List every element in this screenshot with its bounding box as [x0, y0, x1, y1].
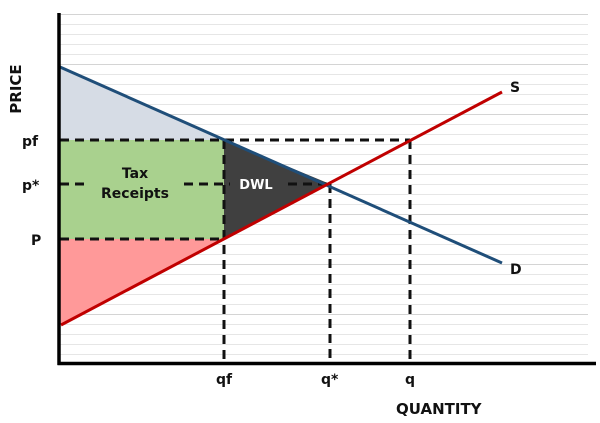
deadweight-loss-region	[224, 140, 330, 239]
tax-receipts-region	[60, 140, 224, 239]
guide-lines	[60, 138, 412, 360]
x-axis-title: QUANTITY	[396, 400, 482, 418]
y-tick-pstar: p*	[22, 178, 40, 194]
x-tick-q: q	[405, 372, 415, 388]
tax-receipts-label-line1: Tax	[122, 166, 148, 182]
x-tick-qf: qf	[216, 372, 233, 388]
supply-label: S	[510, 80, 520, 96]
demand-curve	[59, 65, 503, 265]
y-tick-pf: pf	[22, 134, 39, 150]
dwl-label: DWL	[239, 178, 272, 193]
x-tick-qstar: q*	[321, 372, 339, 388]
demand-label: D	[510, 262, 522, 278]
y-tick-P: P	[31, 233, 41, 249]
y-axis-title: PRICE	[7, 64, 25, 114]
supply-curve	[60, 90, 503, 327]
tax-receipts-label-line2: Receipts	[101, 186, 169, 202]
